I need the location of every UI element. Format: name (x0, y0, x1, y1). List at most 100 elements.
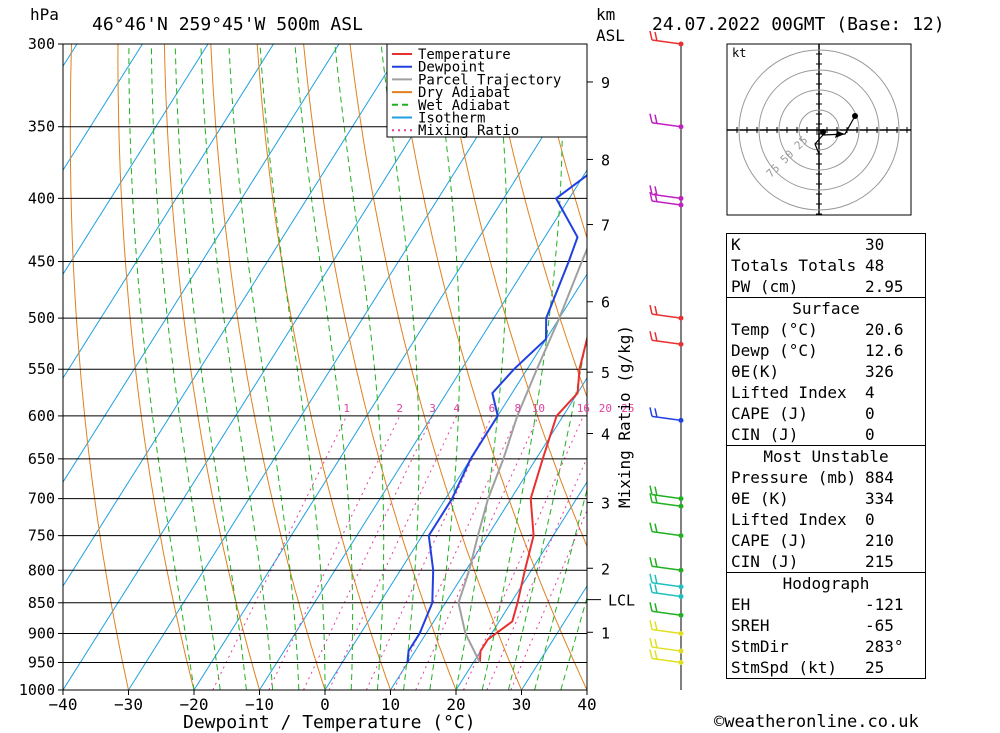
km-tick-label: 9 (601, 74, 610, 92)
pressure-tick-label: 500 (28, 309, 55, 327)
mu-li-value: 0 (865, 510, 875, 529)
dry-adiabat-line (349, 44, 522, 690)
wet-adiabat-line (128, 44, 195, 690)
isotherm-line (324, 273, 587, 690)
mixing-ratio-label: 16 (577, 402, 590, 415)
surface-title: Surface (726, 297, 926, 319)
indices-table: K 30 Totals Totals 48 PW (cm) 2.95 Surface … (726, 233, 926, 679)
mixing-ratio-label: 8 (515, 402, 522, 415)
mixing-ratio-line (212, 415, 348, 690)
km-tick-label: 2 (601, 560, 610, 578)
wind-barb-feather (649, 649, 653, 659)
wind-barb-feather (654, 186, 658, 196)
km-tick-label: 6 (601, 294, 610, 312)
wind-barb-feather (649, 583, 653, 593)
location-title: 46°46'N 259°45'W 500m ASL (92, 14, 363, 35)
sreh-value: -65 (865, 616, 894, 635)
x-tick-label: 30 (512, 695, 531, 714)
dry-adiabat-line (488, 44, 587, 399)
hodograph-ring (778, 89, 860, 171)
pressure-tick-label: 950 (28, 653, 55, 671)
wind-barb-feather (649, 30, 653, 41)
wind-barb-feather (649, 304, 653, 315)
dry-adiabat-line (396, 44, 587, 690)
wind-barb-feather (654, 584, 658, 594)
wind-level-dot (678, 202, 684, 208)
wet-adiabat-line (334, 44, 385, 690)
isotherm-line (63, 44, 209, 276)
legend-label: Temperature (418, 47, 511, 63)
wind-barb-feather (654, 192, 658, 203)
wet-adiabat-line (380, 44, 420, 690)
plot-frame (62, 43, 588, 691)
mixing-ratio-line (303, 415, 433, 690)
wind-barb-feather (649, 185, 653, 195)
wind-level-dot (678, 659, 684, 665)
wind-level-dot (678, 417, 684, 423)
hodograph-unit: kt (732, 46, 746, 60)
dry-adiabat-line (256, 44, 391, 690)
legend-label: Dewpoint (418, 60, 485, 76)
km-tick-label: 8 (601, 151, 610, 169)
mu-cin-label: CIN (J) (731, 552, 799, 571)
wind-barb-feather (649, 620, 653, 630)
stmspd-label: StmSpd (kt) (731, 658, 837, 677)
surface-cin-label: CIN (J) (731, 425, 799, 444)
wind-barb-feather (649, 485, 653, 495)
temperature-line (478, 334, 587, 663)
dry-adiabat-line (954, 44, 1000, 690)
surface-cin-value: 0 (865, 425, 875, 444)
wind-level-dot (678, 612, 684, 618)
mixing-ratio-line (415, 415, 539, 690)
storm-motion-arrow (835, 131, 845, 138)
parcel-trajectory-line (457, 246, 587, 663)
wind-barb-feather (649, 493, 653, 503)
wind-level-dot (678, 41, 684, 47)
isotherm-line (63, 44, 143, 172)
k-value: 30 (865, 235, 885, 254)
legend-label: Parcel Trajectory (418, 72, 561, 88)
copyright-text[interactable]: ©weatheronline.co.uk (714, 712, 919, 732)
stmdir-label: StmDir (731, 637, 789, 656)
sreh-label: SREH (731, 616, 770, 635)
mu-title: Most Unstable (726, 445, 926, 467)
datetime-title: 24.07.2022 00GMT (Base: 12) (652, 14, 945, 35)
mixing-ratio-label: 1 (343, 402, 350, 415)
x-tick-label: 0 (320, 695, 330, 714)
mu-thetae-value: 334 (865, 489, 894, 508)
wind-barb-feather (654, 305, 658, 316)
surface-temp-label: Temp (°C) (731, 320, 818, 339)
stmspd-value: 25 (865, 658, 885, 677)
pressure-unit: hPa (30, 5, 59, 24)
wind-barb-feather (649, 522, 653, 532)
isotherm-line (0, 44, 11, 690)
pressure-grid (58, 43, 587, 691)
x-tick-label: −40 (49, 695, 78, 714)
row-totals: Totals Totals 48 (727, 255, 926, 276)
wind-level-dot (678, 124, 684, 130)
pressure-tick-label: 650 (28, 450, 55, 468)
pressure-tick-label: 1000 (19, 681, 55, 699)
x-tick-label: −10 (245, 695, 274, 714)
wind-barb-feather (654, 603, 658, 613)
mixing-ratio-label: 20 (599, 402, 612, 415)
isotherm-line (193, 65, 587, 690)
surface-dewp-value: 12.6 (865, 341, 904, 360)
isotherm-line (390, 377, 587, 690)
wind-barb-feather (654, 332, 658, 342)
isotherm-line (259, 169, 587, 690)
legend-box (386, 43, 588, 138)
km-tick-label: 1 (601, 624, 610, 642)
height-unit-asl: ASL (596, 26, 625, 45)
wind-barb-feather (649, 113, 653, 123)
mu-cin-value: 215 (865, 552, 894, 571)
wind-barb-feather (649, 637, 653, 648)
isotherm-line (63, 44, 405, 587)
surface-thetae-value: 326 (865, 362, 894, 381)
wind-barb-feather (654, 31, 658, 42)
wet-adiabat-line (455, 44, 508, 690)
eh-value: -121 (865, 595, 904, 614)
